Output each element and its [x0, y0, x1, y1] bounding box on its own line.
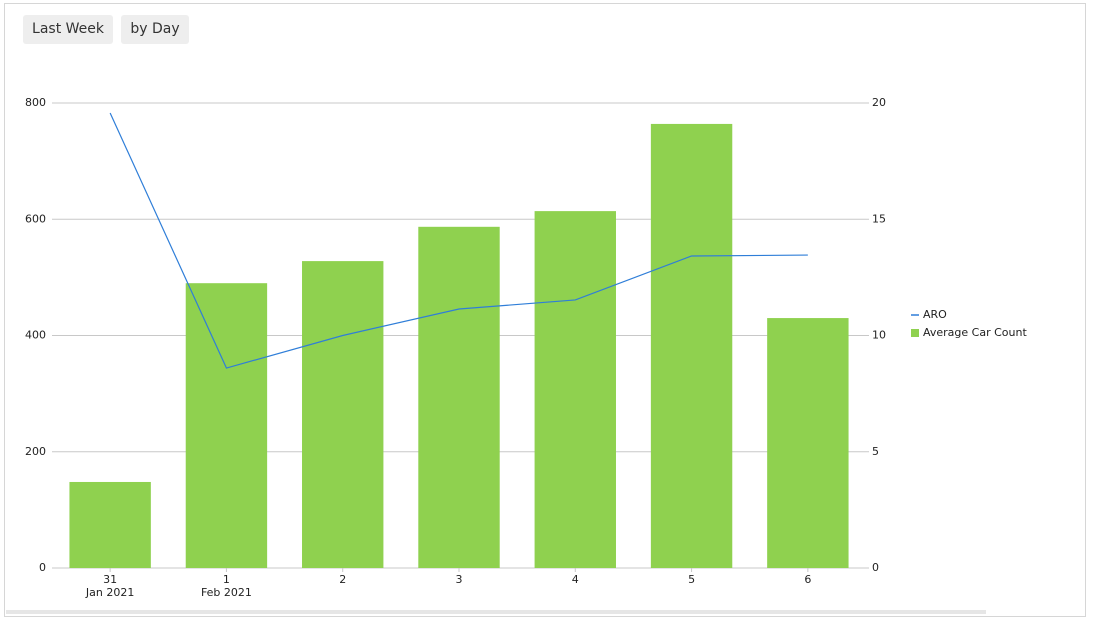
range-button[interactable]: Last Week	[23, 15, 113, 44]
group-button[interactable]: by Day	[121, 15, 189, 44]
x-tick-label: 1	[223, 573, 230, 586]
widget-frame	[4, 3, 1086, 617]
y-tick-label: 200	[25, 445, 46, 458]
bar	[418, 226, 500, 568]
y-tick-label: 0	[39, 561, 46, 574]
y-tick-label: 600	[25, 212, 46, 225]
y-tick-label: 800	[25, 96, 46, 109]
y2-tick-label: 20	[872, 96, 886, 109]
x-tick-label: 5	[688, 573, 695, 586]
bar	[302, 261, 384, 568]
bar	[69, 481, 151, 568]
y2-tick-label: 0	[872, 561, 879, 574]
x-tick-label: 6	[804, 573, 811, 586]
legend-label: ARO	[923, 308, 947, 321]
bar	[767, 318, 849, 568]
y2-tick-label: 15	[872, 212, 886, 225]
legend-swatch	[911, 329, 919, 337]
scrollbar	[6, 610, 986, 614]
bar	[650, 123, 733, 569]
x-tick-label: 3	[456, 573, 463, 586]
line	[109, 112, 808, 369]
x-tick-label: 4	[572, 573, 579, 586]
y2-tick-label: 5	[872, 445, 879, 458]
bar	[185, 283, 268, 568]
x-tick-label: 31	[103, 573, 117, 586]
x-tick-sublabel: Jan 2021	[85, 586, 134, 599]
y-tick-label: 400	[25, 329, 46, 342]
x-tick-sublabel: Feb 2021	[201, 586, 252, 599]
x-tick-label: 2	[339, 573, 346, 586]
bar	[534, 211, 616, 569]
legend-label: Average Car Count	[923, 326, 1027, 339]
y2-tick-label: 10	[872, 329, 886, 342]
